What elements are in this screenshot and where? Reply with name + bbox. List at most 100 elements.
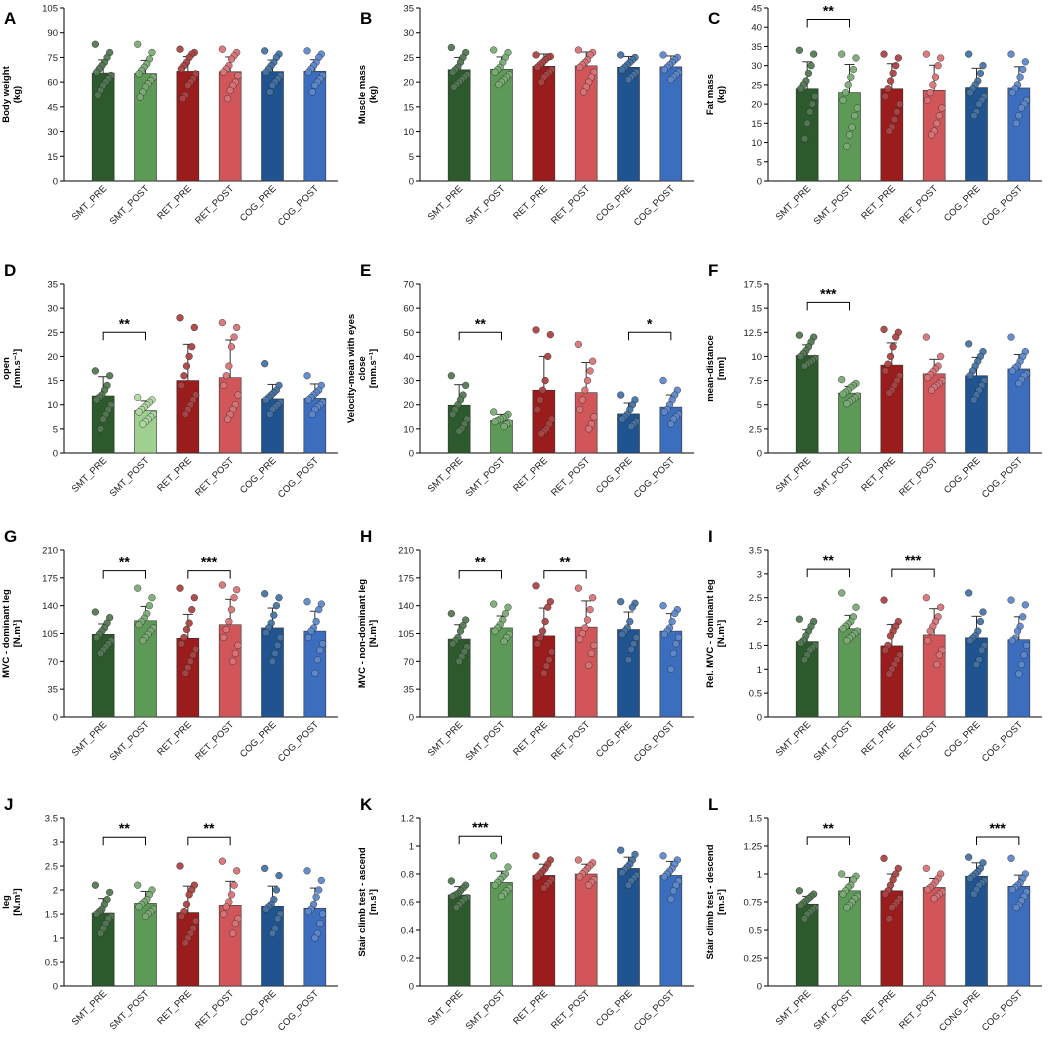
data-point (303, 372, 311, 380)
data-point (966, 874, 974, 883)
data-point (966, 637, 974, 645)
y-axis-label: Fat mass (705, 74, 716, 115)
data-point (139, 637, 147, 645)
data-point (456, 627, 465, 635)
data-point (308, 410, 316, 418)
data-point (926, 627, 934, 635)
y-axis-label: Muscle mass (357, 65, 368, 124)
data-point (937, 603, 945, 611)
x-category-label: RET_POST (549, 183, 592, 226)
data-point (795, 615, 803, 623)
data-point (1016, 73, 1024, 81)
x-category-label: RET_POST (549, 988, 592, 1031)
data-point (222, 903, 230, 911)
data-point (176, 862, 184, 870)
y-tick-label: 60 (403, 304, 414, 315)
bar (1007, 639, 1031, 718)
data-point (966, 372, 974, 380)
data-point (262, 68, 270, 76)
y-tick-label: 1.5 (45, 910, 58, 921)
data-point (497, 892, 506, 901)
data-point (540, 669, 548, 677)
y-tick-label: 10 (751, 352, 762, 363)
data-point (845, 131, 854, 139)
data-point (627, 422, 635, 431)
y-axis-label: Stair climb test - ascend (357, 847, 368, 956)
data-point (660, 408, 668, 416)
data-point (886, 77, 895, 85)
x-category-label: RET_POST (193, 988, 236, 1031)
y-tick-label: 5 (757, 157, 762, 168)
data-point (585, 661, 593, 669)
data-point (182, 625, 191, 634)
y-tick-label: 20 (403, 400, 414, 411)
data-point (449, 68, 457, 76)
x-category-label: COG_POST (632, 719, 677, 764)
data-point (218, 45, 226, 53)
data-point (624, 656, 633, 664)
data-point (304, 396, 312, 404)
data-point (181, 410, 189, 418)
x-category-label: RET_PRE (511, 183, 550, 222)
y-tick-label: 50 (403, 328, 414, 339)
data-point (844, 81, 852, 89)
x-category-label: COG_PRE (594, 455, 635, 496)
y-tick-label: 0 (757, 713, 762, 724)
data-point (134, 393, 142, 402)
y-tick-label: 35 (751, 42, 762, 53)
data-point (447, 372, 455, 380)
significance-bracket (806, 836, 850, 846)
y-tick-label: 2.5 (749, 593, 762, 604)
data-point (449, 640, 457, 648)
significance-label: ** (475, 554, 486, 570)
data-point (495, 81, 503, 89)
data-point (271, 649, 279, 657)
y-tick-label: 15 (751, 119, 762, 130)
data-point (979, 608, 987, 616)
y-tick-label: 15 (751, 304, 762, 315)
data-point (135, 621, 143, 629)
data-point (135, 903, 143, 911)
y-axis-label: [N.m¹] (716, 620, 727, 647)
y-tick-label: 1.25 (744, 842, 763, 853)
data-point (268, 81, 277, 90)
data-point (797, 85, 805, 93)
data-point (849, 65, 858, 74)
data-point (179, 95, 187, 103)
data-point (659, 602, 667, 610)
data-point (316, 646, 324, 654)
data-point (929, 81, 937, 89)
panel-e: E Velocity-mean with eyes close [mm.s⁻¹] 0 10… (346, 261, 694, 500)
data-point (931, 73, 940, 81)
data-point (308, 88, 316, 96)
x-category-label: COG_PRE (594, 719, 635, 760)
y-axis-label: (kg) (716, 86, 727, 103)
y-tick-label: 175 (42, 573, 58, 584)
x-category-label: RET_PRE (155, 455, 194, 494)
significance-bracket (806, 19, 850, 28)
data-point (106, 888, 114, 897)
data-point (317, 876, 325, 885)
data-point (266, 88, 274, 96)
data-point (669, 649, 678, 657)
data-point (229, 929, 237, 937)
x-category-label: SMT_PRE (426, 183, 466, 223)
data-point (576, 63, 584, 71)
significance-label: *** (201, 554, 218, 570)
data-point (227, 606, 236, 614)
x-category-label: RET_POST (549, 719, 592, 762)
data-point (220, 381, 228, 390)
bar (574, 873, 598, 987)
x-category-label: RET_PRE (511, 719, 550, 758)
y-axis-label: [mm] (716, 357, 727, 380)
data-point (182, 900, 191, 909)
y-tick-label: 30 (403, 376, 414, 387)
data-point (218, 319, 226, 327)
data-point (886, 352, 895, 361)
x-category-label: COG_POST (980, 183, 1025, 228)
data-point (880, 596, 888, 604)
data-point (533, 405, 541, 414)
data-point (220, 910, 228, 918)
y-axis-label: [m.s¹] (716, 889, 727, 915)
data-point (455, 657, 463, 665)
